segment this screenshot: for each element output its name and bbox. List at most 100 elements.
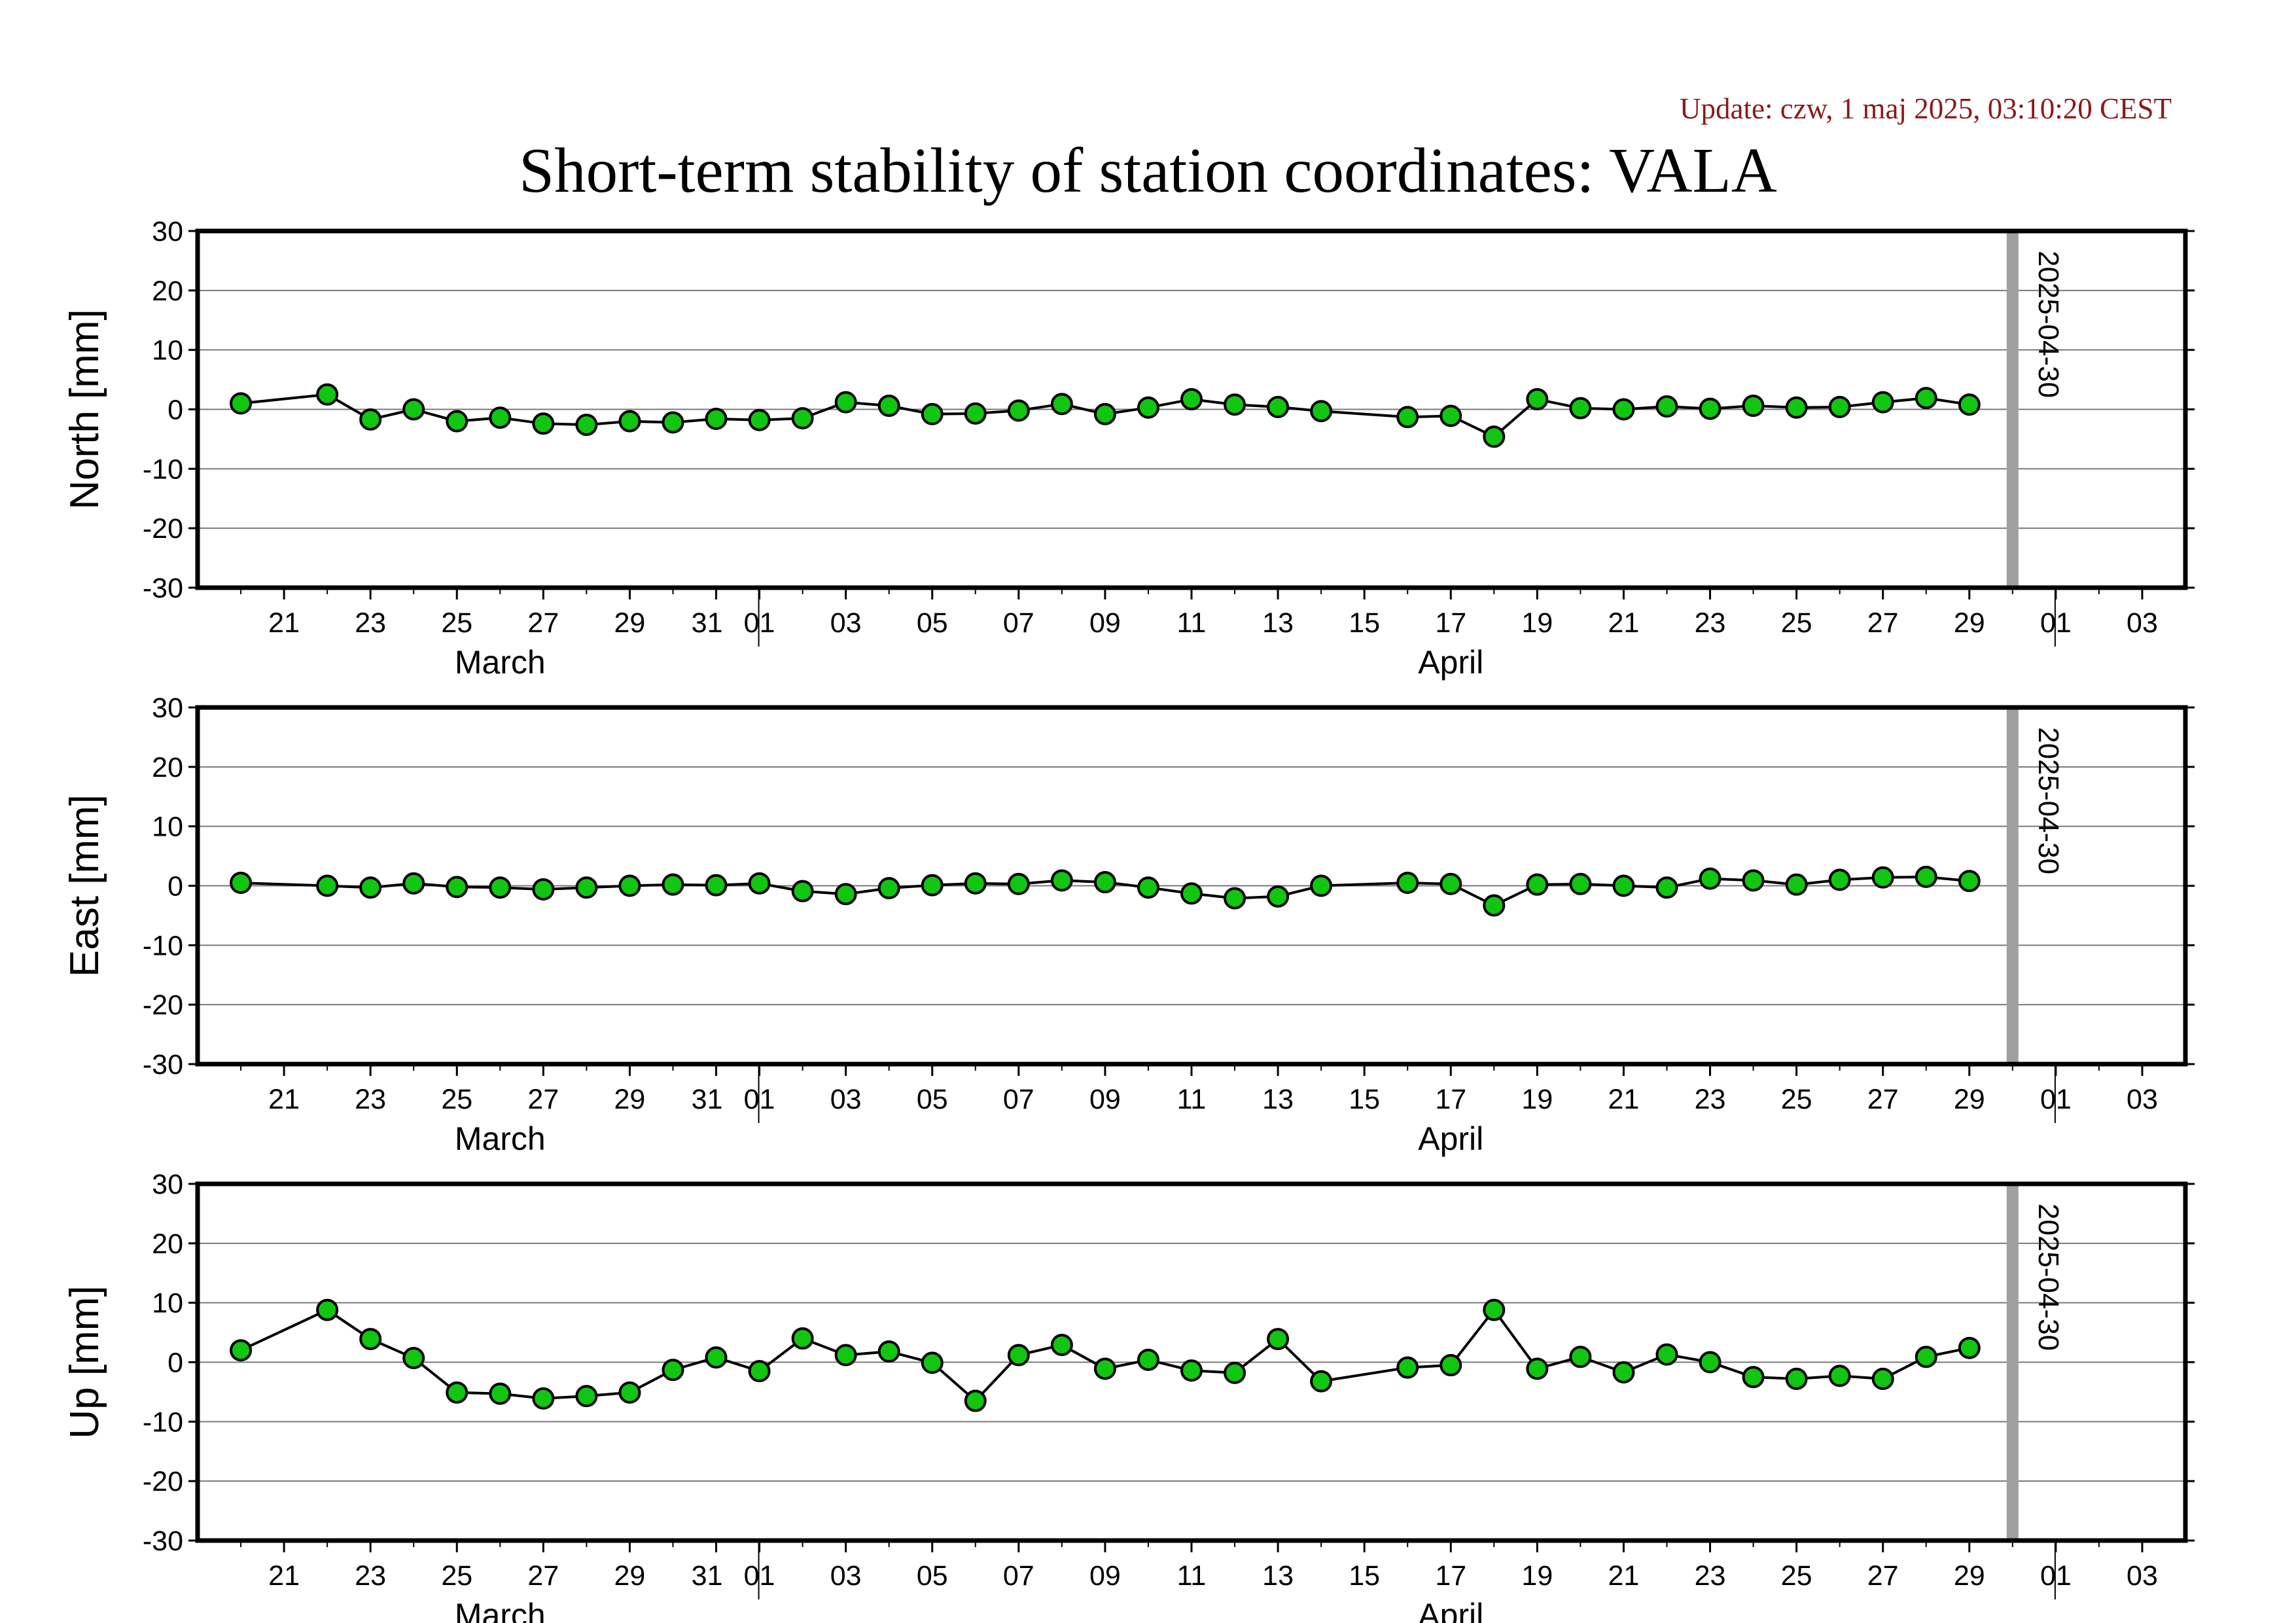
data-point	[1137, 1348, 1159, 1371]
data-point	[1526, 873, 1549, 896]
y-axis-label: Up [mm]	[62, 1285, 107, 1438]
x-tick-label: 09	[1089, 607, 1121, 639]
data-point	[1267, 395, 1290, 418]
data-point	[1267, 1328, 1290, 1351]
data-point	[230, 1339, 253, 1362]
data-point	[877, 877, 900, 900]
x-tick-label: 03	[2127, 1560, 2158, 1592]
data-point	[1007, 399, 1030, 422]
x-tick-label: 03	[2127, 607, 2158, 639]
month-label: April	[1418, 1120, 1483, 1157]
x-tick-label: 23	[355, 1560, 386, 1592]
data-point	[1224, 1361, 1246, 1384]
data-point	[575, 876, 598, 899]
data-point	[359, 408, 382, 431]
data-point	[1871, 391, 1894, 414]
x-tick-label: 17	[1435, 1560, 1466, 1592]
data-point	[230, 871, 253, 894]
data-point	[1958, 870, 1981, 893]
data-point	[921, 402, 944, 425]
x-tick-label: 19	[1521, 1560, 1553, 1592]
data-point	[877, 395, 900, 418]
y-tick-label: -30	[143, 573, 183, 604]
x-tick-label: 13	[1262, 1560, 1294, 1592]
x-tick-label: 01	[2040, 607, 2072, 639]
data-point	[1483, 1298, 1506, 1321]
chart-title: Short-term stability of station coordina…	[519, 135, 1777, 205]
x-tick-label: 29	[614, 607, 646, 639]
data-point	[662, 1359, 684, 1382]
data-point	[1439, 872, 1462, 895]
x-tick-label: 25	[441, 607, 472, 639]
data-point	[1785, 1367, 1808, 1390]
x-tick-label: 01	[744, 1084, 775, 1115]
data-point	[1699, 1351, 1722, 1374]
data-point	[1958, 1336, 1981, 1359]
x-tick-label: 15	[1349, 1560, 1380, 1592]
data-point	[1310, 874, 1333, 897]
data-point	[1742, 1366, 1765, 1389]
data-point	[1569, 1346, 1592, 1368]
data-point	[1915, 865, 1937, 888]
data-point	[1093, 402, 1116, 425]
x-tick-label: 27	[527, 1084, 559, 1115]
data-point	[1483, 894, 1506, 917]
x-tick-label: 21	[268, 1560, 300, 1592]
x-tick-label: 23	[1695, 607, 1726, 639]
data-point	[1483, 425, 1506, 448]
data-point	[705, 408, 728, 431]
x-tick-label: 27	[527, 1560, 559, 1592]
x-tick-label: 21	[268, 607, 300, 639]
x-tick-label: 31	[692, 607, 723, 639]
x-tick-label: 01	[744, 1560, 775, 1592]
data-point	[921, 874, 944, 897]
x-tick-label: 01	[2040, 1084, 2072, 1115]
data-point	[532, 878, 555, 901]
data-point	[1742, 395, 1765, 418]
x-tick-label: 29	[614, 1084, 646, 1115]
data-point	[618, 1381, 641, 1404]
x-tick-label: 11	[1177, 1084, 1207, 1115]
x-tick-label: 21	[1608, 1084, 1640, 1115]
month-label: March	[455, 1120, 546, 1157]
data-point	[402, 872, 425, 895]
x-tick-label: 31	[692, 1084, 723, 1115]
data-point	[1267, 885, 1290, 908]
x-tick-label: 19	[1521, 607, 1553, 639]
date-marker-label: 2025-04-30	[2032, 1204, 2064, 1351]
data-point	[1569, 397, 1592, 419]
x-tick-label: 05	[917, 607, 948, 639]
data-point	[705, 874, 728, 897]
data-point	[1915, 387, 1937, 410]
data-point	[877, 1340, 900, 1363]
data-point	[705, 1346, 728, 1369]
x-tick-label: 03	[830, 1084, 862, 1115]
y-tick-label: 20	[152, 1228, 183, 1260]
x-tick-label: 05	[917, 1084, 948, 1115]
data-point	[662, 411, 684, 434]
data-point	[446, 410, 468, 433]
data-point	[791, 880, 814, 902]
data-point	[402, 1347, 425, 1370]
data-point	[791, 407, 814, 430]
x-tick-label: 27	[1867, 1560, 1899, 1592]
data-point	[748, 1360, 771, 1383]
data-point	[748, 408, 771, 431]
x-tick-label: 31	[692, 1560, 723, 1592]
x-tick-label: 27	[527, 607, 559, 639]
data-point	[1310, 1370, 1333, 1393]
data-point	[1612, 398, 1635, 421]
x-tick-label: 09	[1089, 1084, 1121, 1115]
data-point	[964, 402, 987, 425]
x-tick-label: 21	[268, 1084, 300, 1115]
data-point	[1699, 397, 1722, 420]
data-point	[618, 874, 641, 897]
data-point	[1224, 887, 1246, 910]
date-marker-label: 2025-04-30	[2032, 251, 2064, 398]
x-tick-label: 15	[1349, 607, 1380, 639]
y-tick-label: 10	[152, 1288, 183, 1319]
data-point	[1612, 1361, 1635, 1383]
data-point	[1396, 871, 1419, 894]
data-point	[316, 1298, 339, 1321]
